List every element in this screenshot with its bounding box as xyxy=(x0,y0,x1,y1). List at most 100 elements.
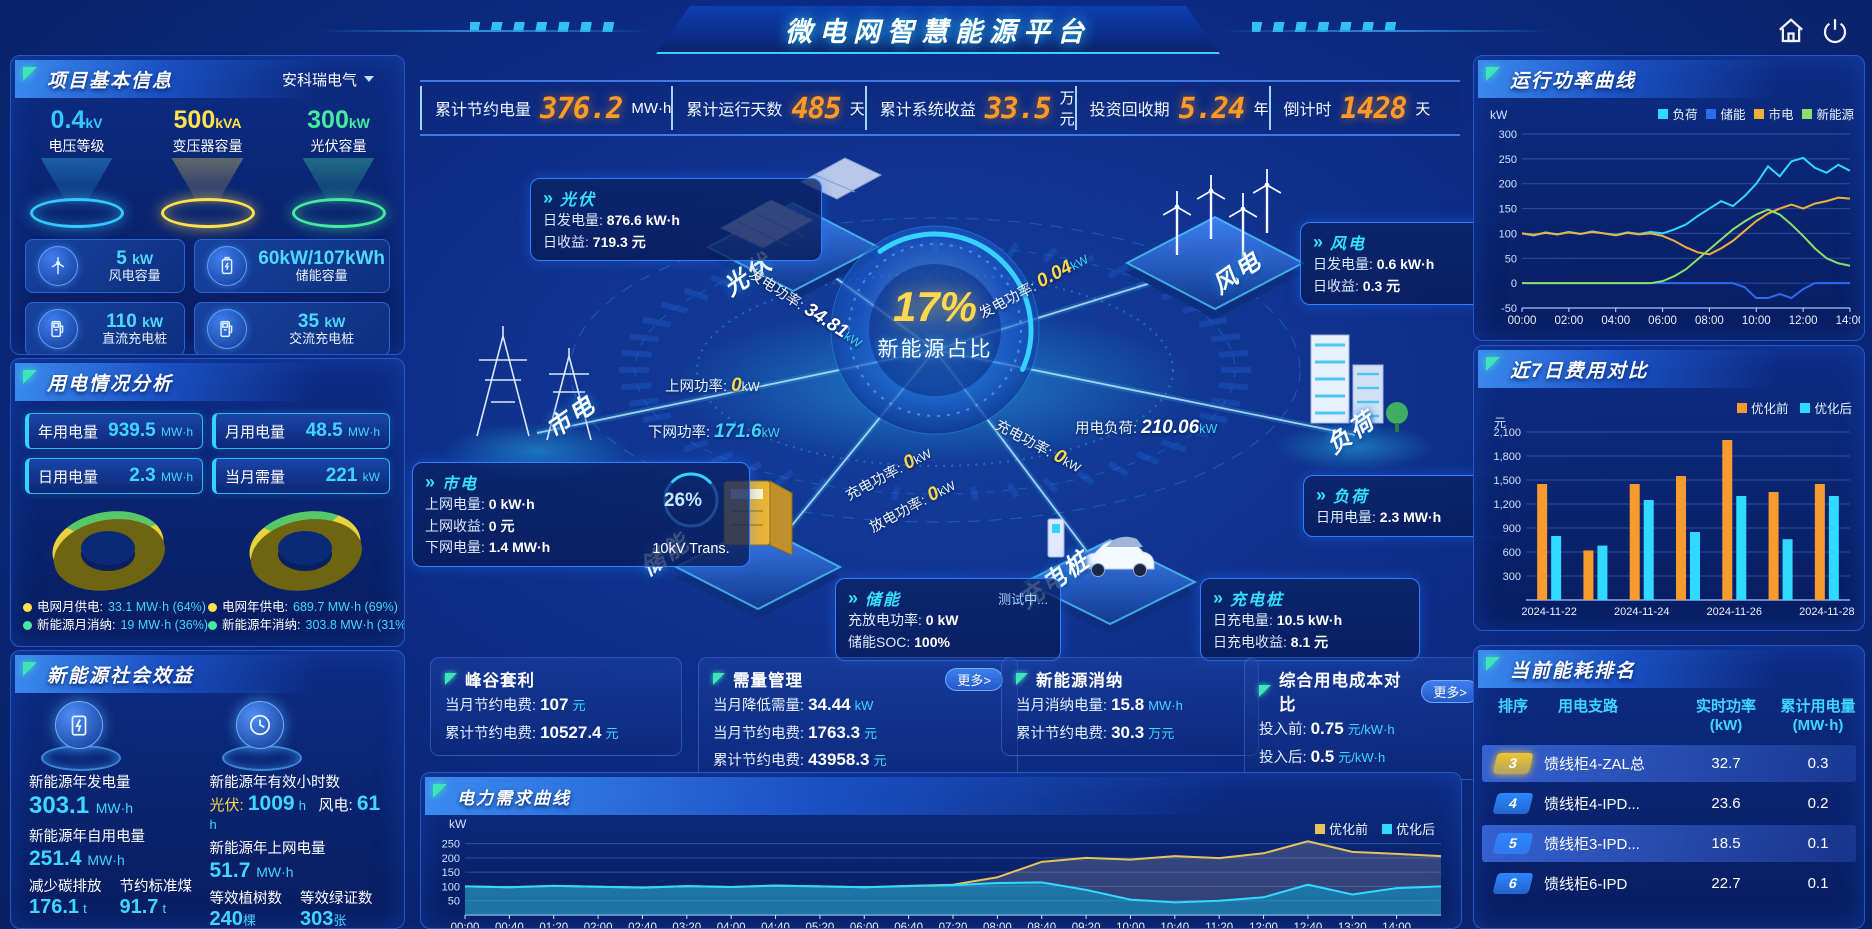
svg-text:10:40: 10:40 xyxy=(1160,922,1189,929)
consumption-stat-3: 当月需量 221 kW xyxy=(212,458,390,494)
header-decor-right xyxy=(1252,22,1402,32)
company-dropdown[interactable]: 安科瑞电气 xyxy=(282,69,374,90)
svg-text:03:20: 03:20 xyxy=(672,922,701,929)
svg-text:02:00: 02:00 xyxy=(1554,315,1583,327)
cost-compare-chart: 300 600 900 1,200 1,500 1,800 2,100 2024-11-22 2… xyxy=(1493,427,1854,618)
double-chevron-icon: » xyxy=(1213,588,1224,608)
svg-text:06:40: 06:40 xyxy=(894,922,923,929)
capacity-card-1: 60kW/107kWh 储能容量 xyxy=(194,239,390,293)
legend-dot xyxy=(208,620,218,630)
kpi-stat-1: 累计运行天数 485 天 xyxy=(671,86,865,130)
ranking-row-3[interactable]: 3 馈线柜4-ZAL总 32.7 0.3 xyxy=(1482,744,1856,782)
cone-beam xyxy=(302,158,375,204)
ranking-row-5[interactable]: 5 馈线柜3-IPD... 18.5 0.1 xyxy=(1482,824,1856,862)
svg-text:100: 100 xyxy=(442,881,460,893)
cone-label: 光伏容量 xyxy=(310,138,367,154)
benefit-value: 251.4 MW·h xyxy=(29,846,125,870)
panel-corner-icon xyxy=(1486,357,1500,371)
info-box-rows: » 负荷 日用电量: 2.3 MW·h xyxy=(1316,483,1498,529)
legend-item-优化前: 优化前 xyxy=(1314,819,1368,838)
svg-text:10:00: 10:00 xyxy=(1742,315,1771,327)
capacity-card-text: 5 kW 风电容量 xyxy=(89,248,180,285)
kpi-unit: 年 xyxy=(1253,100,1269,118)
svg-text:2024-11-22: 2024-11-22 xyxy=(1521,606,1576,618)
svg-text:300: 300 xyxy=(1503,571,1521,583)
rank-badge: 6 xyxy=(1492,872,1534,894)
stat-value: 48.5 MW·h xyxy=(305,420,380,441)
kpi-label: 投资回收期 xyxy=(1089,102,1170,119)
card-corner-icon xyxy=(1016,673,1028,685)
panel-project-info-title: 项目基本信息 xyxy=(47,70,174,92)
benefit-card-titlebar: 峰谷套利 xyxy=(445,667,667,691)
year-supply-donut xyxy=(231,502,381,596)
donut-legend-item: 新能源年消纳: 303.8 MW·h (31%) xyxy=(208,616,404,634)
renewable-share-value: 17% xyxy=(892,283,978,330)
more-button[interactable]: 更多> xyxy=(945,667,1003,691)
benefit-col-hours: 新能源年有效小时数 光伏: 1009 h 风电: 61 h 新能源年上网电量 5… xyxy=(209,701,391,928)
month-supply-donut xyxy=(34,502,184,596)
donut-legend-item: 新能源月消纳: 19 MW·h (36%) xyxy=(23,616,208,634)
svg-text:1,800: 1,800 xyxy=(1493,451,1521,463)
panel-corner-icon xyxy=(23,662,37,676)
svg-text:2024-11-28: 2024-11-28 xyxy=(1799,606,1854,618)
rank-badge: 4 xyxy=(1492,792,1534,814)
capacity-card-2: 110 kW 直流充电桩 xyxy=(25,302,186,354)
svg-text:150: 150 xyxy=(1499,204,1517,216)
branch-name: 馈线柜4-ZAL总 xyxy=(1544,755,1645,773)
info-box-body: » 负荷 日用电量: 2.3 MW·h xyxy=(1316,483,1498,529)
info-box-rows: » 风电 日发电量: 0.6 kW·h 日收益: 0.3 元 xyxy=(1313,230,1499,297)
stat-label: 年用电量 xyxy=(38,423,99,441)
supply-donuts xyxy=(11,502,404,596)
clock-icon xyxy=(235,701,284,749)
panel-corner-icon xyxy=(23,370,37,384)
benefit-label: 新能源年上网电量 xyxy=(209,841,326,857)
capacity-cone-2: 300kW 光伏容量 xyxy=(279,106,399,228)
capacity-card-value: 5 kW xyxy=(116,247,154,269)
consumption-stat-2: 日用电量 2.3 MW·h xyxy=(25,458,203,494)
double-chevron-icon: » xyxy=(1316,485,1327,505)
legend-dot xyxy=(208,602,218,612)
info-box-body: » 光伏 日发电量: 876.6 kW·h 日收益: 719.3 元 xyxy=(543,186,809,253)
panel-social-benefit-header: 新能源社会效益 xyxy=(15,655,400,693)
card-corner-icon xyxy=(445,673,457,685)
stat-value: 939.5 MW·h xyxy=(108,420,193,441)
header-line-left xyxy=(320,30,650,32)
info-box-rows: » 储能 测试中... 充放电功率: 0 kW 储能SOC: 100% xyxy=(848,586,1048,653)
info-box-storage: » 储能 测试中... 充放电功率: 0 kW 储能SOC: 100% xyxy=(835,578,1061,662)
svg-text:14:00: 14:00 xyxy=(1382,922,1411,929)
more-button[interactable]: 更多> xyxy=(1421,679,1479,703)
power-icon[interactable] xyxy=(1820,16,1850,46)
cone-value: 500kVA xyxy=(173,106,242,134)
info-box-title: 市电 xyxy=(442,476,479,493)
panel-corner-icon xyxy=(433,784,447,798)
legend-value: 19 MW·h (36%) xyxy=(120,618,209,633)
legend-item-优化前: 优化前 xyxy=(1736,398,1788,417)
svg-text:08:00: 08:00 xyxy=(1695,315,1724,327)
branch-name: 馈线柜3-IPD... xyxy=(1544,835,1640,853)
svg-text:2024-11-24: 2024-11-24 xyxy=(1614,606,1669,618)
panel-corner-icon xyxy=(23,67,37,81)
legend-dot xyxy=(23,602,32,612)
info-box-titlebar: » 充电桩 xyxy=(1213,586,1407,610)
benefit-card-0: 峰谷套利 当月节约电费: 107 元累计节约电费: 10527.4 元 xyxy=(430,657,682,757)
home-icon[interactable] xyxy=(1776,16,1806,46)
consumption-stat-1: 月用电量 48.5 MW·h xyxy=(212,413,390,449)
panel-project-info: 项目基本信息 安科瑞电气 0.4kV 电压等级 500kVA 变压器容量 300kW 光伏… xyxy=(10,55,405,355)
info-box-title: 风电 xyxy=(1330,236,1367,253)
info-box-rows: » 市电 上网电量: 0 kW·h 上网收益: 0 元下网电量: 1.4 MW·h xyxy=(425,470,645,559)
svg-text:50: 50 xyxy=(448,896,460,908)
legend-item-优化后: 优化后 xyxy=(1800,398,1852,417)
legend-item-优化后: 优化后 xyxy=(1381,819,1435,838)
info-box-row: 日发电量: 876.6 kW·h xyxy=(543,212,680,228)
ranking-row-6[interactable]: 6 馈线柜6-IPD 22.7 0.1 xyxy=(1482,865,1856,902)
benefit-card-row: 投入后: 0.5 元/kW·h xyxy=(1259,746,1386,766)
realtime-power: 32.7 xyxy=(1711,754,1741,772)
ranking-row-4[interactable]: 4 馈线柜4-IPD... 23.6 0.2 xyxy=(1482,785,1856,822)
svg-text:12:40: 12:40 xyxy=(1294,922,1323,929)
ranking-col-1: 用电支路 xyxy=(1558,698,1619,715)
svg-text:150: 150 xyxy=(442,867,460,879)
consumption-stats: 年用电量 939.5 MW·h 月用电量 48.5 MW·h 日用电量 2.3 MW·h 当… xyxy=(11,401,404,498)
total-energy: 0.1 xyxy=(1807,834,1829,852)
svg-text:06:00: 06:00 xyxy=(850,922,879,929)
benefit-card-title: 需量管理 xyxy=(733,672,803,690)
